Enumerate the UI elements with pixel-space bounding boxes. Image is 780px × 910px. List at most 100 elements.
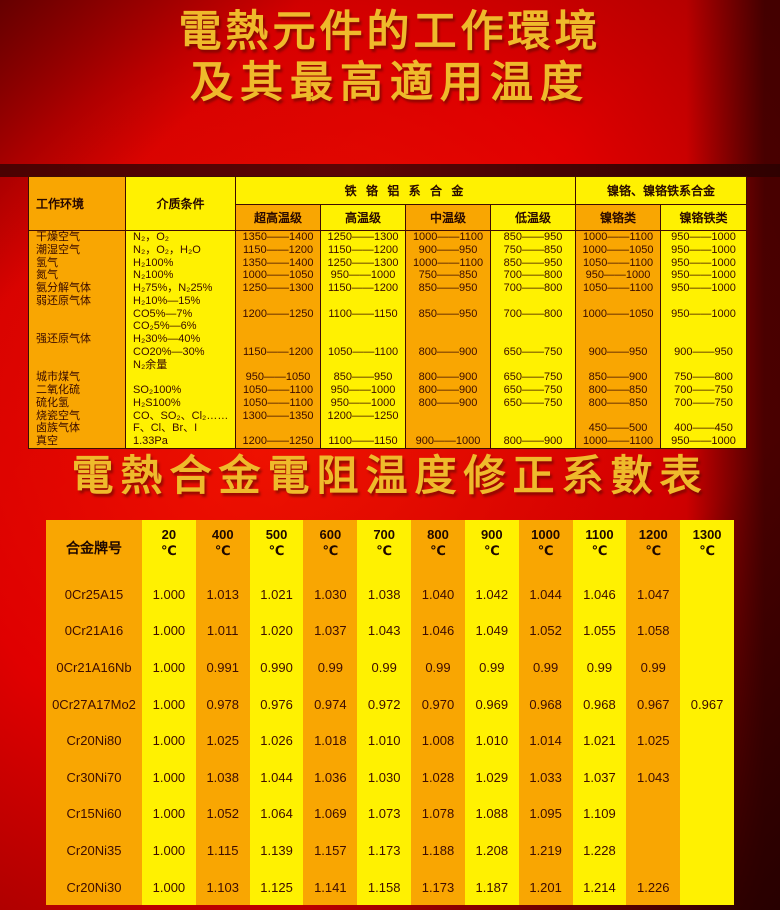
medium-condition: H₂100% xyxy=(126,256,236,270)
coefficient-value: 1.043 xyxy=(626,758,681,796)
coefficient-value: 0.99 xyxy=(518,649,573,686)
coefficient-value: 1.025 xyxy=(195,722,250,759)
coefficient-value: 1.228 xyxy=(572,832,627,869)
coefficient-value: 1.226 xyxy=(626,868,681,906)
medium-condition: N₂100% xyxy=(126,269,236,282)
temp-range: 1050——1100 xyxy=(236,384,321,397)
coefficient-value: 1.095 xyxy=(518,795,573,833)
env-header-medium-condition: 介质条件 xyxy=(126,177,236,231)
temp-range xyxy=(491,294,576,308)
env-name xyxy=(29,345,126,359)
temp-range: 1000——1100 xyxy=(576,435,661,448)
temp-range xyxy=(406,409,491,423)
coefficient-value: 1.025 xyxy=(626,722,681,759)
temp-range: 800——900 xyxy=(406,396,491,410)
coefficient-value: 1.173 xyxy=(411,868,465,906)
medium-condition: H₂30%—40% xyxy=(126,333,236,346)
coefficient-value xyxy=(680,758,734,796)
medium-condition: N₂，O₂，H₂O xyxy=(126,243,236,257)
alloy-grade: 0Cr21A16Nb xyxy=(46,649,142,686)
env-name: 卤族气体 xyxy=(29,422,126,435)
temp-range xyxy=(661,409,746,423)
coefficient-value xyxy=(680,832,734,869)
env-name: 强还原气体 xyxy=(29,333,126,346)
coefficient-value: 0.968 xyxy=(518,685,573,723)
coefficient-value: 1.008 xyxy=(411,722,465,759)
coefficient-value: 1.043 xyxy=(357,612,412,650)
temp-range: 650——750 xyxy=(491,371,576,384)
temp-range: 800——900 xyxy=(406,384,491,397)
medium-condition: N₂，O₂ xyxy=(126,231,236,244)
medium-condition: H₂S100% xyxy=(126,396,236,410)
temp-range: 750——850 xyxy=(491,243,576,257)
env-header-group-fecral-alloy: 铁 铬 铝 系 合 金 xyxy=(236,177,576,205)
coefficient-value: 1.000 xyxy=(142,868,196,906)
coefficient-value: 1.000 xyxy=(142,795,196,833)
coefficient-value: 1.173 xyxy=(357,832,412,869)
temp-column-header: 20 ℃ xyxy=(142,520,196,576)
temp-range xyxy=(236,358,321,372)
temp-range: 1000——1100 xyxy=(406,231,491,244)
temp-range: 900——950 xyxy=(661,345,746,359)
temp-range: 1250——1300 xyxy=(321,256,406,270)
coefficient-value: 1.052 xyxy=(518,612,573,650)
coefficient-value xyxy=(680,612,734,650)
medium-condition: H₂10%—15% xyxy=(126,294,236,308)
temp-range: 950——1000 xyxy=(661,282,746,295)
coefficient-value: 0.968 xyxy=(572,685,627,723)
coefficient-value: 1.000 xyxy=(142,612,196,650)
temp-range: 1350——1400 xyxy=(236,256,321,270)
temp-range: 650——750 xyxy=(491,345,576,359)
coefficient-value: 0.99 xyxy=(572,649,627,686)
temp-range xyxy=(491,358,576,372)
env-header-low-temp-grade: 低温级 xyxy=(491,205,576,231)
coefficient-value: 0.969 xyxy=(464,685,519,723)
env-header-nicr-type: 镍铬类 xyxy=(576,205,661,231)
temp-range: 1250——1300 xyxy=(236,282,321,295)
coefficient-value: 1.038 xyxy=(357,576,412,613)
env-name: 氨分解气体 xyxy=(29,282,126,295)
coefficient-value: 1.115 xyxy=(195,832,250,869)
env-header-nicrfe-type: 镍铬铁类 xyxy=(661,205,746,231)
coefficient-value: 1.219 xyxy=(518,832,573,869)
coefficient-value: 0.99 xyxy=(626,649,681,686)
env-name xyxy=(29,320,126,333)
temp-range: 900——1000 xyxy=(406,435,491,448)
temp-range xyxy=(661,333,746,346)
temp-range: 950——1000 xyxy=(661,231,746,244)
coefficient-value xyxy=(680,576,734,613)
coefficient-value: 1.010 xyxy=(357,722,412,759)
temp-range: 800——900 xyxy=(491,435,576,448)
env-header-mid-temp-grade: 中温级 xyxy=(406,205,491,231)
subtitle: 電熱合金電阻温度修正系數表 xyxy=(71,454,709,500)
temp-range: 1100——1150 xyxy=(321,307,406,321)
coefficient-value: 1.042 xyxy=(464,576,519,613)
temp-range xyxy=(661,320,746,333)
coefficient-value: 1.157 xyxy=(303,832,358,869)
coefficient-value: 1.037 xyxy=(303,612,358,650)
coefficient-value: 1.014 xyxy=(518,722,573,759)
temp-range: 1150——1200 xyxy=(321,282,406,295)
temp-range xyxy=(491,409,576,423)
coefficient-value: 1.036 xyxy=(303,758,358,796)
coefficient-value: 1.201 xyxy=(518,868,573,906)
coefficient-value: 0.967 xyxy=(626,685,681,723)
coefficient-value: 0.974 xyxy=(303,685,358,723)
coefficient-value: 1.000 xyxy=(142,576,196,613)
coefficient-value: 1.046 xyxy=(411,612,465,650)
env-name: 潮湿空气 xyxy=(29,243,126,257)
temp-range: 650——750 xyxy=(491,384,576,397)
coefficient-value: 1.013 xyxy=(195,576,250,613)
coefficient-value: 1.011 xyxy=(195,612,250,650)
env-name xyxy=(29,307,126,321)
coefficient-value: 0.967 xyxy=(680,685,734,723)
coefficient-value: 1.000 xyxy=(142,649,196,686)
medium-condition: N₂余量 xyxy=(126,358,236,372)
temp-range xyxy=(576,294,661,308)
medium-condition: CO₂5%—6% xyxy=(126,320,236,333)
temp-column-header: 1200 ℃ xyxy=(626,520,681,576)
temp-range: 850——950 xyxy=(321,371,406,384)
coefficient-value: 1.030 xyxy=(357,758,412,796)
coefficient-value: 1.139 xyxy=(249,832,304,869)
coefficient-value xyxy=(680,649,734,686)
